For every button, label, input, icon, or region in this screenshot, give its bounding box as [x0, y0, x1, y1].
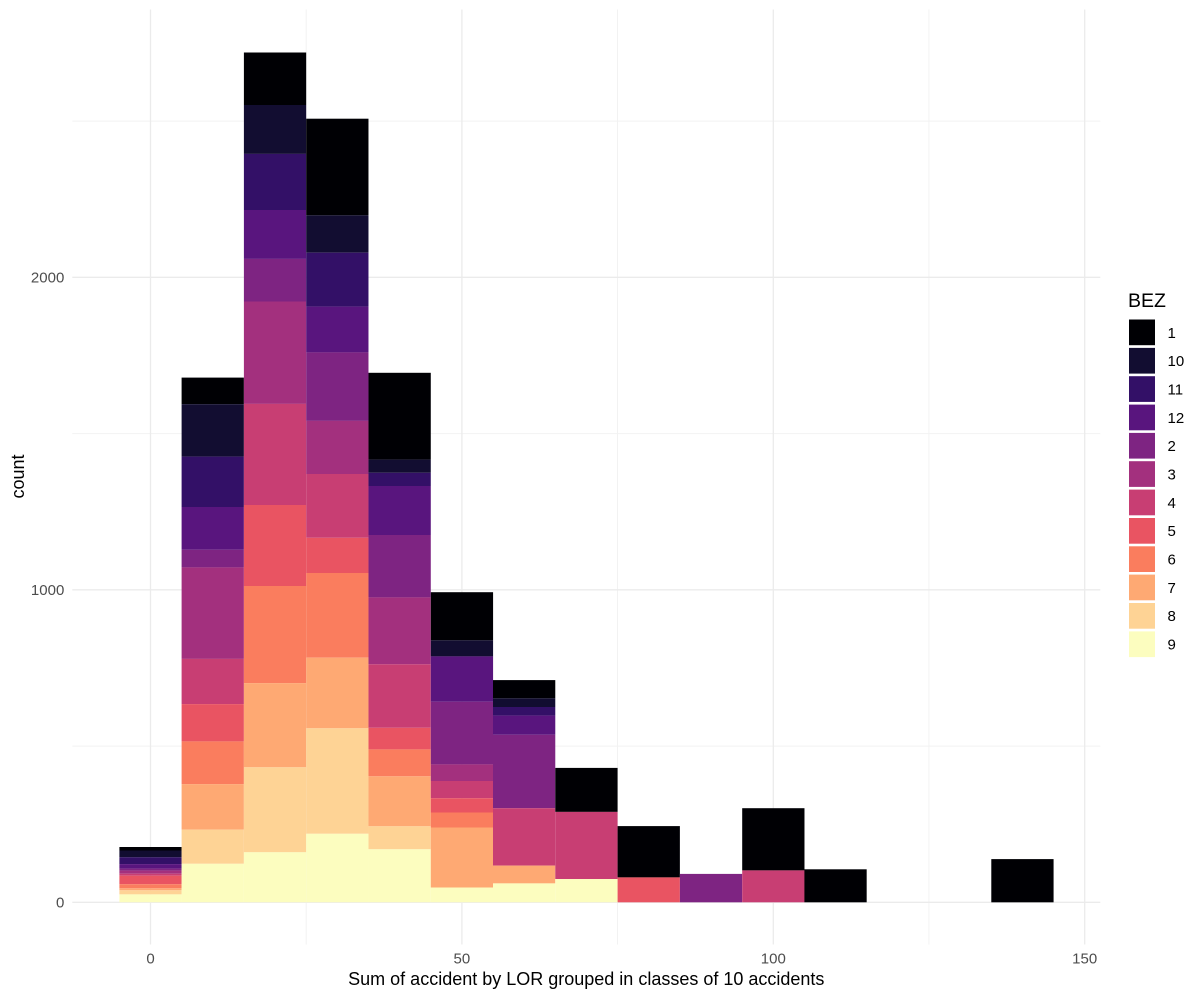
svg-text:50: 50 [454, 951, 471, 968]
svg-text:8: 8 [1168, 608, 1176, 625]
svg-text:count: count [8, 454, 28, 498]
svg-text:2: 2 [1168, 438, 1176, 455]
svg-text:11: 11 [1168, 381, 1184, 398]
svg-text:12: 12 [1168, 410, 1185, 427]
svg-text:0: 0 [56, 895, 64, 912]
svg-text:2000: 2000 [31, 270, 64, 287]
svg-text:1: 1 [1168, 325, 1176, 342]
svg-text:3: 3 [1168, 467, 1176, 484]
svg-text:6: 6 [1168, 552, 1176, 569]
svg-text:10: 10 [1168, 353, 1185, 370]
svg-text:0: 0 [146, 951, 154, 968]
svg-text:100: 100 [761, 951, 786, 968]
svg-text:Sum of accident by LOR grouped: Sum of accident by LOR grouped in classe… [348, 969, 824, 989]
svg-text:150: 150 [1072, 951, 1097, 968]
svg-text:7: 7 [1168, 580, 1176, 597]
svg-text:BEZ: BEZ [1128, 290, 1166, 312]
svg-text:4: 4 [1168, 495, 1176, 512]
svg-text:1000: 1000 [31, 582, 64, 599]
svg-text:9: 9 [1168, 637, 1176, 654]
svg-text:5: 5 [1168, 523, 1176, 540]
